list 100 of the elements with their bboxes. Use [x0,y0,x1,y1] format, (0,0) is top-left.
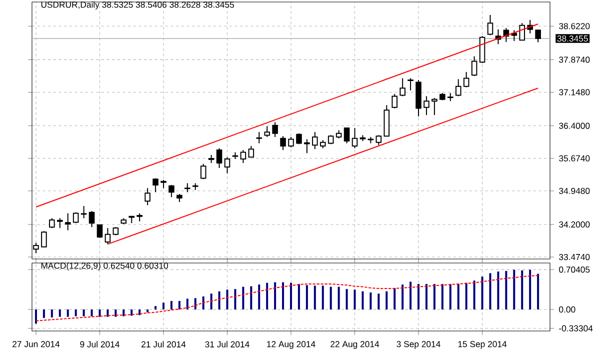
bar [58,309,61,317]
bar [418,284,420,310]
bar [394,288,396,310]
bar [346,289,348,310]
y-tick-label: 38.6220 [559,23,590,30]
x-tick-label: 21 Jul 2014 [142,341,186,348]
candlestick [200,163,206,180]
bar [210,294,212,310]
candlestick [392,93,398,109]
y-tick-label: 35.6740 [559,155,590,162]
candlestick [424,96,430,116]
bar [330,286,332,310]
candlestick [168,184,174,198]
candlestick [535,29,541,43]
bar [170,300,172,310]
bar [186,298,188,310]
bar [497,272,500,310]
x-tick-label: 3 Sep 2014 [396,341,440,349]
chart-title: MACD(12,26,9) 0.62540 0.60310 [41,262,168,270]
y-tick-label: 33.4740 [559,254,590,260]
y-tick-label: -0.33304 [559,325,593,332]
candlestick [312,132,318,150]
bar [378,294,380,310]
bar [537,274,540,310]
bar [449,284,452,310]
candlestick [80,206,87,219]
candlestick [272,122,278,138]
bar [290,282,292,310]
bar [521,270,524,310]
candlestick [471,56,478,77]
candlestick [463,71,470,88]
candlestick [64,212,71,231]
x-tick-label: 15 Sep 2014 [458,341,507,349]
bar [82,309,85,316]
x-tick-label: 27 Jun 2014 [12,341,60,348]
y-tick-label: 0.70405 [559,266,590,273]
x-tick-label: 9 Jul 2014 [80,341,120,348]
candlestick [280,136,286,151]
candlestick [344,128,350,144]
candlestick [455,78,462,97]
bar [178,300,180,310]
candlestick [96,224,103,238]
bar [282,282,284,310]
bar [162,302,164,310]
bar [234,289,236,310]
bar [314,286,316,310]
bar [433,284,436,310]
candlestick [256,132,262,144]
bar [130,309,133,316]
ref-line-label: 38.3455 [557,35,588,42]
y-tick-label: 34.9480 [559,188,590,194]
candlestick [487,14,494,36]
bar [250,286,252,310]
candlestick [400,78,406,97]
bar [298,284,300,310]
candlestick [104,228,111,245]
bar [386,291,388,310]
y-tick-label: 37.8740 [559,56,590,63]
bar [441,284,444,310]
bar [122,309,125,316]
candlestick [264,126,270,138]
bar [505,270,508,310]
bar [402,284,404,310]
candlestick [352,128,358,149]
candlestick [376,134,382,146]
candlestick [144,188,150,206]
candlestick [41,230,47,248]
bar [481,276,484,310]
candlestick [216,148,222,168]
bar [74,309,77,316]
y-tick-label: 36.4000 [559,122,590,129]
bar [465,282,468,310]
candlestick [248,145,254,158]
candlestick [72,212,79,224]
bar [274,282,276,310]
bar [42,309,45,318]
bar [354,290,356,310]
bar [66,309,69,317]
x-tick-label: 31 Jul 2014 [205,341,250,348]
y-tick-label: 37.1480 [559,89,590,96]
bar [194,298,196,310]
candlestick [288,136,294,148]
candlestick [432,97,438,116]
candlestick [57,218,63,229]
x-tick-label: 22 Aug 2014 [330,341,380,349]
bar [266,282,268,310]
y-tick-label: 34.2000 [559,221,590,228]
candlestick [408,78,414,91]
candlestick [224,156,230,174]
bar [146,309,149,312]
candlestick [152,178,158,193]
bar [106,309,109,317]
x-tick-label: 12 Aug 2014 [267,341,316,349]
bar [226,290,228,310]
bar [457,284,460,310]
y-tick-label: 0.00 [559,306,576,313]
candlestick [519,22,525,41]
bar [90,309,93,316]
candlestick [240,150,246,164]
candlestick [49,218,55,229]
